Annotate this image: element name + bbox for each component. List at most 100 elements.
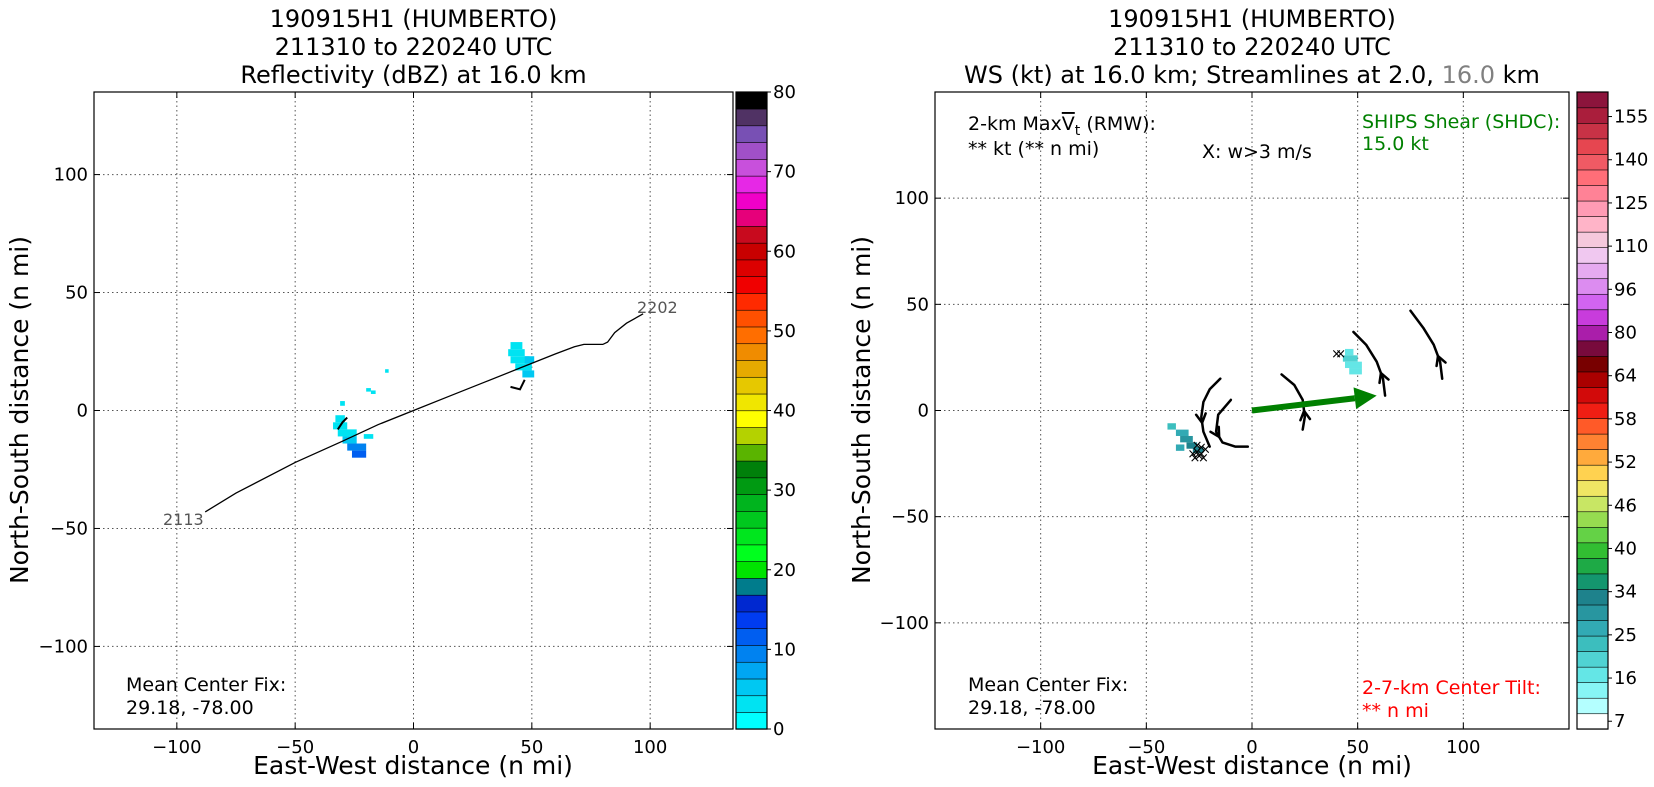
wind-speed-cell xyxy=(1349,368,1362,375)
left-colorbar-swatch xyxy=(735,276,768,294)
left-title-line-3: Reflectivity (dBZ) at 16.0 km xyxy=(240,61,587,89)
right-colorbar-swatch xyxy=(1576,91,1609,109)
right-colorbar-tick-label: 7 xyxy=(1614,711,1625,732)
right-colorbar-swatch xyxy=(1576,247,1609,264)
left-colorbar-swatch xyxy=(735,192,768,210)
wind-speed-cell xyxy=(1175,444,1185,451)
right-xtick-label: 0 xyxy=(1246,737,1257,758)
right-ytick-label: 50 xyxy=(906,294,929,315)
left-colorbar-swatch xyxy=(735,711,768,730)
left-ytick-label: −50 xyxy=(50,518,88,539)
updraft-marker: × xyxy=(1189,451,1200,466)
reflectivity-echo xyxy=(508,349,525,357)
left-colorbar-swatch xyxy=(735,695,768,713)
left-title-line-2: 211310 to 220240 UTC xyxy=(274,33,553,61)
left-title-line-1: 190915H1 (HUMBERTO) xyxy=(269,5,558,33)
left-colorbar-tick-label: 20 xyxy=(773,560,796,581)
left-track xyxy=(204,313,644,513)
left-colorbar-swatch xyxy=(735,678,768,697)
reflectivity-echo xyxy=(342,436,357,444)
maxvt-label-prefix: 2-km Max xyxy=(968,113,1062,135)
reflectivity-echo xyxy=(366,388,371,392)
left-xtick-label: −100 xyxy=(152,737,201,758)
left-plot-frame xyxy=(93,91,734,730)
right-colorbar-tick-label: 110 xyxy=(1614,236,1648,257)
left-colorbar-tick-label: 80 xyxy=(773,82,796,103)
updraft-marker: × xyxy=(1192,445,1203,460)
reflectivity-echo xyxy=(337,429,357,437)
left-colorbar-swatch xyxy=(735,125,768,143)
wind-speed-cell xyxy=(1344,348,1354,356)
right-chart-title: 190915H1 (HUMBERTO) 211310 to 220240 UTC… xyxy=(935,5,1569,89)
left-colorbar-swatch xyxy=(735,561,768,579)
right-colorbar-swatch xyxy=(1576,697,1609,715)
shear-vector-shaft xyxy=(1251,395,1356,414)
wind-speed-cell xyxy=(1192,446,1204,453)
right-colorbar-swatch xyxy=(1576,169,1609,186)
right-colorbar-swatch xyxy=(1576,480,1609,497)
right-colorbar-tick-label: 80 xyxy=(1614,323,1637,344)
right-colorbar-swatch xyxy=(1576,371,1609,388)
streamline-arrowhead xyxy=(1435,353,1447,368)
left-ylabel: North-South distance (n mi) xyxy=(5,236,34,584)
right-colorbar-swatch xyxy=(1576,557,1609,575)
left-chart-title: 190915H1 (HUMBERTO) 211310 to 220240 UTC… xyxy=(94,5,733,89)
right-colorbar-swatch xyxy=(1576,495,1609,513)
flight-track-segment xyxy=(336,416,348,430)
right-grid xyxy=(935,92,1569,729)
left-colorbar-swatch xyxy=(735,158,768,177)
right-colorbar-tick-label: 140 xyxy=(1614,150,1648,171)
right-title-line-2: 211310 to 220240 UTC xyxy=(1113,33,1391,61)
updraft-marker: × xyxy=(1196,447,1207,462)
left-colorbar-swatch xyxy=(735,494,768,512)
right-plot-frame xyxy=(934,91,1570,730)
updraft-marker: × xyxy=(1194,449,1205,464)
right-ytick-label: 100 xyxy=(895,188,929,209)
wind-speed-cell xyxy=(1175,429,1189,436)
right-colorbar-swatch xyxy=(1576,122,1609,140)
streamline xyxy=(1214,398,1250,448)
reflectivity-echo xyxy=(515,363,532,371)
right-colorbar-swatch xyxy=(1576,542,1609,559)
right-title-gray-level: 16.0 xyxy=(1441,61,1496,89)
left-grid xyxy=(94,92,733,729)
streamline xyxy=(1352,330,1387,397)
streamline-arrowhead xyxy=(1378,370,1390,385)
flight-track-line xyxy=(204,313,644,513)
reflectivity-echo xyxy=(370,390,376,394)
right-colorbar-swatch xyxy=(1576,713,1609,730)
right-ylabel: North-South distance (n mi) xyxy=(847,236,876,584)
right-colorbar-swatch xyxy=(1576,651,1609,668)
right-ytick-label: 0 xyxy=(918,401,929,422)
left-colorbar-swatch xyxy=(735,628,768,646)
reflectivity-echo xyxy=(340,401,345,406)
right-colorbar-tick-label: 46 xyxy=(1614,495,1637,516)
left-colorbar-frame xyxy=(735,91,768,730)
right-xtick-label: 100 xyxy=(1446,737,1480,758)
right-colorbar-swatch xyxy=(1576,511,1609,528)
right-ws-cells xyxy=(1167,348,1362,453)
left-colorbar-ticks: 0 10 20 30 40 50 60 70 80 xyxy=(767,82,796,740)
right-colorbar-ticks: 7 16 25 34 40 46 52 58 64 80 96 110 125 140 155 xyxy=(1608,107,1648,732)
left-ytick-label: 0 xyxy=(77,401,88,422)
left-track-end-label: 2202 xyxy=(637,298,678,317)
right-colorbar-frame xyxy=(1576,91,1609,730)
ships-shear-label: SHIPS Shear (SHDC): xyxy=(1362,111,1560,133)
left-colorbar-tick-label: 40 xyxy=(773,401,796,422)
right-colorbar-tick-label: 155 xyxy=(1614,107,1648,128)
left-colorbar-swatch xyxy=(735,292,768,311)
reflectivity-echo xyxy=(363,434,374,439)
right-streamlines xyxy=(1194,309,1447,448)
right-colorbar-swatch xyxy=(1576,682,1609,699)
right-xtick-label: 50 xyxy=(1346,737,1369,758)
maxvt-symbol: V xyxy=(1062,113,1075,135)
right-colorbar-swatch xyxy=(1576,526,1609,544)
reflectivity-echo xyxy=(510,342,523,350)
right-colorbar-tick-label: 58 xyxy=(1614,409,1637,430)
right-title-line-1: 190915H1 (HUMBERTO) xyxy=(1108,5,1396,33)
right-colorbar-swatch xyxy=(1576,666,1609,683)
right-colorbar-swatch xyxy=(1576,588,1609,606)
right-xtick-label: −100 xyxy=(1016,737,1065,758)
left-xtick-label: 100 xyxy=(633,737,667,758)
right-colorbar-swatch xyxy=(1576,324,1609,342)
